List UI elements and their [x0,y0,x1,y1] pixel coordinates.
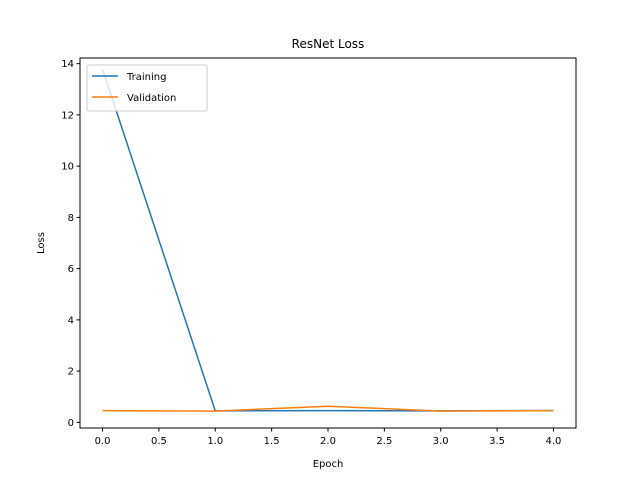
y-axis: 0 2 4 6 8 10 12 14 [61,59,80,429]
y-tick-label: 12 [61,110,74,121]
series-line-validation [102,405,554,412]
x-tick-label: 4.0 [546,436,562,447]
x-tick-label: 0.5 [151,436,167,447]
legend-label-validation: Validation [127,93,176,104]
x-axis: 0.0 0.5 1.0 1.5 2.0 2.5 3.0 3.5 4.0 [95,428,562,447]
x-tick-label: 2.5 [376,436,392,447]
x-tick-label: 0.0 [95,436,111,447]
x-tick-label: 3.5 [489,436,505,447]
x-tick-label: 1.5 [264,436,280,447]
chart-title: ResNet Loss [292,37,365,51]
y-tick-label: 0 [68,418,74,429]
y-tick-label: 4 [68,315,74,326]
legend-label-training: Training [126,72,166,83]
y-tick-label: 14 [61,59,74,70]
plot-area [101,69,554,412]
y-tick-label: 10 [61,162,74,173]
legend: Training Validation [86,64,208,112]
x-tick-label: 3.0 [433,436,449,447]
y-tick-label: 6 [68,264,74,275]
y-tick-label: 8 [68,213,74,224]
x-tick-label: 2.0 [320,436,336,447]
y-axis-label: Loss [36,232,47,254]
x-tick-label: 1.0 [207,436,223,447]
y-tick-label: 2 [68,367,74,378]
x-axis-label: Epoch [313,459,344,470]
